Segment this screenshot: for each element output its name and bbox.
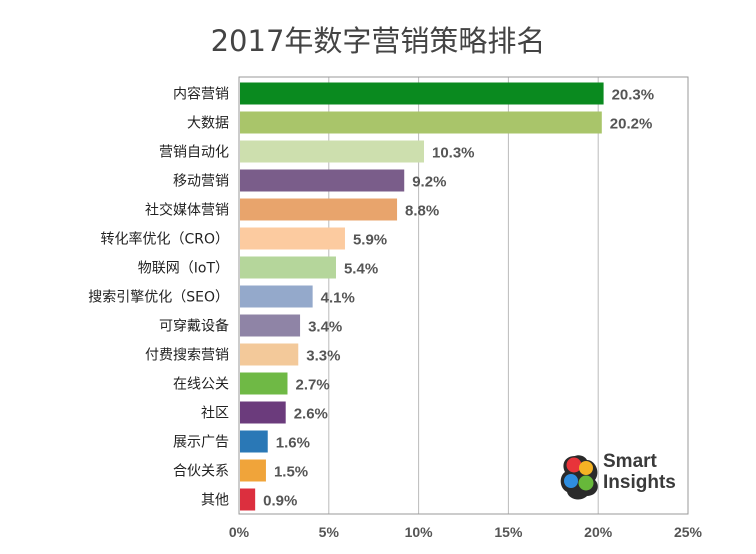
- data-label: 9.2%: [412, 174, 446, 191]
- category-label: 展示广告: [173, 435, 229, 451]
- bar: [240, 314, 301, 337]
- category-label: 社交媒体营销: [145, 202, 229, 219]
- category-label: 大数据: [187, 116, 229, 132]
- labels: 0% 5% 10% 15% 20% 25% 内容营销 20.3% 大数据 20.2% 营销自动化 10…: [88, 86, 702, 541]
- logo-icon: [560, 455, 598, 500]
- bar: [240, 111, 602, 134]
- category-label: 在线公关: [173, 377, 229, 393]
- category-label: 内容营销: [173, 86, 229, 103]
- data-label: 20.3%: [612, 87, 655, 104]
- data-label: 5.9%: [353, 232, 387, 249]
- data-label: 3.4%: [308, 319, 342, 336]
- bar: [240, 256, 336, 279]
- x-tick-label: 5%: [319, 524, 340, 540]
- category-label: 社区: [201, 406, 229, 422]
- data-label: 4.1%: [321, 290, 355, 307]
- plot-frame: [238, 76, 689, 515]
- bar: [240, 285, 313, 308]
- data-label: 20.2%: [610, 116, 653, 133]
- data-label: 10.3%: [432, 145, 475, 162]
- logo-line-1: Smart: [603, 451, 657, 472]
- bar: [240, 343, 299, 366]
- category-label: 付费搜索营销: [145, 347, 229, 364]
- x-tick-label: 25%: [674, 524, 703, 540]
- category-label: 可穿戴设备: [159, 318, 229, 335]
- data-label: 1.5%: [274, 464, 308, 481]
- data-label: 8.8%: [405, 203, 439, 220]
- data-label: 5.4%: [344, 261, 378, 278]
- category-label: 合伙关系: [173, 464, 229, 480]
- bar: [240, 227, 345, 250]
- bar: [240, 401, 286, 424]
- x-tick-label: 20%: [584, 524, 613, 540]
- logo-text: Smart Insights: [603, 451, 676, 493]
- logo-line-2: Insights: [603, 472, 676, 493]
- data-label: 2.7%: [295, 377, 329, 394]
- data-label: 2.6%: [294, 406, 328, 423]
- category-label: 搜索引擎优化（SEO）: [88, 289, 229, 306]
- category-label: 物联网（IoT）: [138, 261, 229, 277]
- bars: [240, 82, 604, 511]
- bar: [240, 169, 405, 192]
- bar: [240, 372, 288, 395]
- bar: [240, 198, 398, 221]
- bar: [240, 82, 604, 105]
- bar: [240, 459, 266, 482]
- bar: [240, 430, 268, 453]
- smart-insights-logo: Smart Insights: [557, 450, 687, 502]
- x-tick-label: 0%: [229, 524, 250, 540]
- data-label: 1.6%: [276, 435, 310, 452]
- bar: [240, 488, 256, 511]
- category-label: 转化率优化（CRO）: [100, 231, 229, 248]
- category-label: 营销自动化: [159, 145, 229, 161]
- data-label: 3.3%: [306, 348, 340, 365]
- x-tick-label: 15%: [494, 524, 523, 540]
- category-label: 移动营销: [173, 174, 229, 190]
- bar: [240, 140, 424, 163]
- category-label: 其他: [201, 493, 229, 509]
- x-tick-label: 10%: [405, 524, 434, 540]
- chart-title: 2017年数字营销策略排名: [210, 24, 546, 58]
- data-label: 0.9%: [263, 493, 297, 510]
